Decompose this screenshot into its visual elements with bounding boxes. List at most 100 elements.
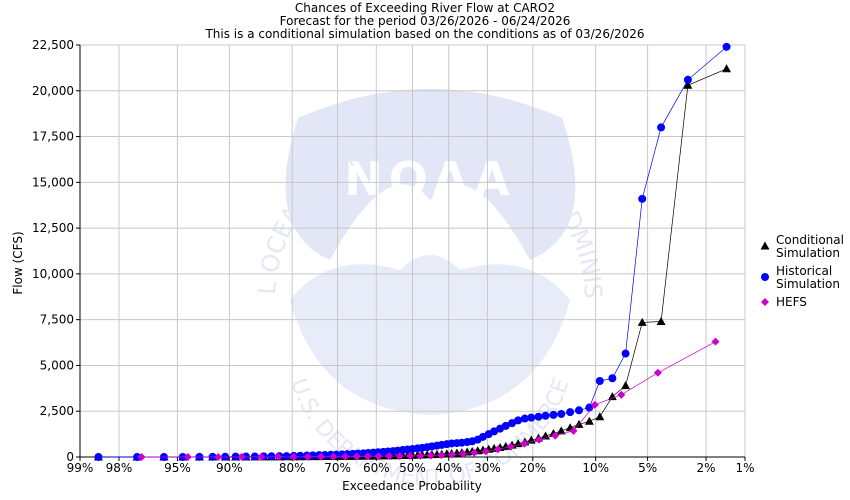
y-tick-label: 0	[66, 450, 74, 464]
data-point	[535, 435, 544, 444]
y-tick-label: 12,500	[32, 221, 74, 235]
data-point	[214, 453, 223, 461]
data-point	[575, 406, 584, 415]
data-point	[470, 448, 479, 457]
x-tick-label: 2%	[697, 461, 716, 475]
x-tick-label: 5%	[638, 461, 657, 475]
data-point	[493, 445, 502, 454]
chart-title: Chances of Exceeding River Flow at CARO2	[295, 1, 555, 15]
watermark-logo-text: NOAA	[344, 152, 516, 206]
data-point	[303, 452, 312, 461]
data-point	[274, 452, 283, 461]
y-tick-label: 10,000	[32, 267, 74, 281]
x-tick-labels: 99% 98% 95% 90% 80% 70% 60% 50% 40% 30% 20% 10% 5% 2%…	[67, 457, 755, 475]
x-tick-label: 10%	[582, 461, 609, 475]
data-point	[506, 442, 515, 451]
data-point	[656, 316, 666, 325]
data-point	[363, 452, 372, 461]
chart-subtitle-2: This is a conditional simulation based o…	[204, 27, 644, 41]
data-point	[595, 412, 605, 421]
y-tick-label: 7,500	[40, 313, 74, 327]
legend-item: HEFS	[761, 295, 807, 309]
x-tick-label: 99%	[67, 461, 94, 475]
data-point	[541, 411, 550, 420]
data-point	[329, 452, 338, 461]
data-point	[352, 452, 361, 461]
data-point	[683, 75, 692, 84]
x-tick-label: 50%	[399, 461, 426, 475]
grid	[79, 44, 746, 458]
data-point	[590, 400, 599, 409]
data-point	[608, 374, 617, 383]
data-point	[183, 453, 192, 461]
y-tick-labels: 0 2,500 5,000 7,500 10,000 12,500 15,000 17,500…	[32, 38, 80, 464]
y-tick-label: 17,500	[32, 130, 74, 144]
data-point	[569, 426, 578, 435]
series-line	[141, 341, 716, 458]
x-tick-label: 90%	[216, 461, 243, 475]
data-point	[316, 452, 325, 461]
data-point	[683, 80, 693, 89]
legend-label: Simulation	[776, 246, 840, 260]
data-point	[621, 381, 631, 390]
data-point	[566, 408, 575, 417]
data-point	[289, 452, 298, 461]
data-point	[437, 451, 446, 460]
data-point	[395, 452, 404, 461]
data-point	[722, 42, 731, 51]
legend-marker	[760, 241, 770, 250]
y-tick-label: 2,500	[40, 404, 74, 418]
y-axis-label: Flow (CFS)	[11, 231, 25, 294]
data-point	[526, 435, 536, 444]
data-point	[374, 452, 383, 461]
legend-label: HEFS	[776, 295, 807, 309]
data-point	[520, 439, 529, 448]
chart-subtitle: Forecast for the period 03/26/2026 - 06/…	[280, 14, 571, 28]
legend-label: Simulation	[776, 277, 840, 291]
data-point	[257, 452, 266, 461]
data-point	[556, 426, 566, 435]
data-point	[653, 368, 662, 377]
series-diamond	[137, 337, 720, 461]
y-tick-label: 5,000	[40, 358, 74, 372]
x-tick-label: 1%	[735, 461, 754, 475]
legend-label: Conditional	[776, 233, 844, 247]
series-layer	[93, 42, 732, 461]
data-point	[267, 452, 276, 461]
data-point	[137, 453, 146, 461]
data-point	[557, 409, 566, 418]
data-point	[584, 416, 594, 425]
data-point	[282, 452, 291, 461]
x-tick-label: 98%	[106, 461, 133, 475]
data-point	[711, 337, 720, 346]
data-point	[549, 410, 558, 419]
data-point	[426, 451, 435, 460]
data-point	[458, 449, 467, 458]
x-tick-label: 20%	[519, 461, 546, 475]
data-point	[405, 451, 414, 460]
x-axis-label: Exceedance Probability	[342, 479, 482, 493]
data-point	[617, 390, 626, 399]
legend: ConditionalSimulationHistoricalSimulatio…	[760, 233, 844, 309]
data-point	[514, 416, 523, 425]
data-point	[448, 450, 457, 459]
data-point	[520, 414, 529, 423]
data-point	[722, 64, 732, 73]
data-point	[595, 377, 604, 386]
data-point	[534, 412, 543, 421]
x-tick-label: 30%	[474, 461, 501, 475]
data-point	[551, 431, 560, 440]
legend-marker	[761, 298, 769, 306]
y-tick-label: 15,000	[32, 175, 74, 189]
data-point	[296, 451, 305, 460]
x-tick-label: 40%	[435, 461, 462, 475]
data-point	[481, 447, 490, 456]
data-point	[637, 317, 647, 326]
data-point	[513, 439, 523, 448]
data-point	[657, 123, 666, 132]
data-point	[416, 451, 425, 460]
x-tick-label: 60%	[363, 461, 390, 475]
data-point	[621, 349, 630, 358]
